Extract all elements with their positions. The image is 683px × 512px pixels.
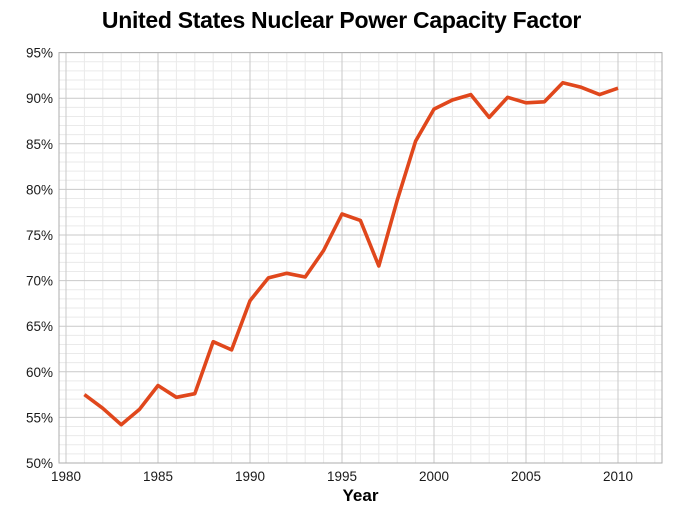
plot-frame bbox=[58, 52, 663, 464]
chart-title: United States Nuclear Power Capacity Fac… bbox=[101, 7, 582, 33]
x-tick-label: 1990 bbox=[235, 469, 265, 484]
x-tick-label: 1980 bbox=[51, 469, 81, 484]
y-tick-label: 65% bbox=[26, 319, 53, 334]
x-tick-label: 2010 bbox=[603, 469, 633, 484]
y-tick-label: 50% bbox=[26, 456, 53, 471]
x-tick-label: 1995 bbox=[327, 469, 357, 484]
x-axis-label: Year bbox=[342, 486, 379, 505]
y-tick-label: 55% bbox=[26, 410, 53, 425]
y-tick-label: 60% bbox=[26, 365, 53, 380]
x-tick-label: 1985 bbox=[143, 469, 173, 484]
y-tick-label: 80% bbox=[26, 182, 53, 197]
y-tick-label: 90% bbox=[26, 91, 53, 106]
x-tick-label: 2005 bbox=[511, 469, 541, 484]
x-tick-label: 2000 bbox=[419, 469, 449, 484]
y-tick-label: 95% bbox=[26, 46, 53, 61]
y-tick-label: 85% bbox=[26, 137, 53, 152]
y-tick-label: 70% bbox=[26, 274, 53, 289]
capacity-factor-line bbox=[83, 80, 619, 427]
y-tick-label: 75% bbox=[26, 228, 53, 243]
